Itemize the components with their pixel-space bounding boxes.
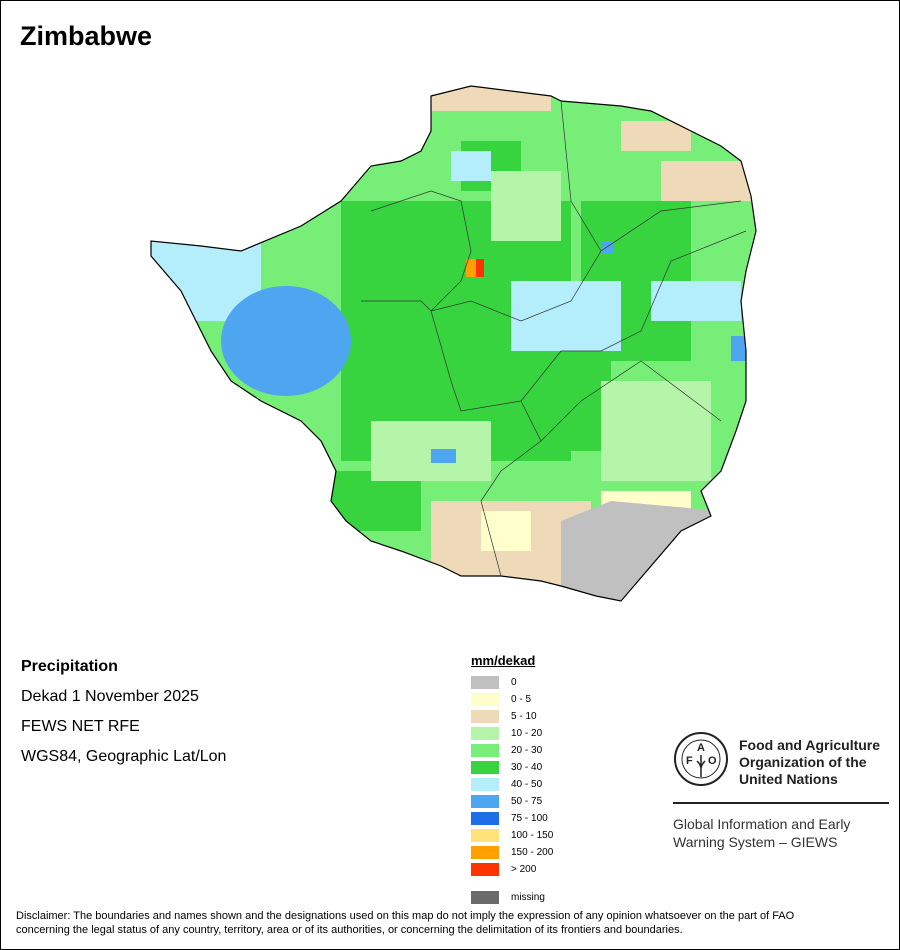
legend-label: 50 - 75 (511, 796, 543, 807)
disclaimer-line: concerning the legal status of any count… (16, 924, 683, 936)
legend-swatch (471, 778, 499, 791)
rainfall-raster (151, 86, 756, 601)
legend-label: 30 - 40 (511, 762, 543, 773)
fao-name-line: Organization of the (739, 754, 867, 770)
legend-item: 10 - 20 (471, 725, 553, 742)
legend-label: 0 (511, 677, 517, 688)
giews-line: Warning System – GIEWS (673, 834, 838, 850)
legend-item: 50 - 75 (471, 793, 553, 810)
legend-label: 150 - 200 (511, 847, 554, 858)
legend-swatch (471, 891, 499, 904)
legend-label: 40 - 50 (511, 779, 543, 790)
legend-item: 75 - 100 (471, 810, 553, 827)
legend-label: 20 - 30 (511, 745, 543, 756)
legend-item: 100 - 150 (471, 827, 553, 844)
legend-item: 40 - 50 (471, 776, 553, 793)
period-label: Dekad 1 November 2025 (21, 688, 199, 705)
legend-swatch (471, 693, 499, 706)
precipitation-map (150, 85, 757, 602)
source-label: FEWS NET RFE (21, 718, 140, 735)
svg-text:F: F (686, 755, 693, 767)
fao-name-line: United Nations (739, 771, 838, 787)
variable-label: Precipitation (21, 658, 118, 675)
legend-swatch (471, 727, 499, 740)
legend-label: 0 - 5 (511, 694, 532, 705)
giews-name: Global Information and Early Warning Sys… (673, 815, 850, 851)
legend-label: 75 - 100 (511, 813, 548, 824)
legend-item: 150 - 200 (471, 844, 553, 861)
giews-line: Global Information and Early (673, 816, 851, 832)
legend-item: 30 - 40 (471, 759, 553, 776)
fao-emblem-icon: F A O (674, 732, 728, 786)
legend-swatch (471, 846, 499, 859)
projection-label: WGS84, Geographic Lat/Lon (21, 748, 227, 765)
legend-label: 5 - 10 (511, 711, 537, 722)
legend-item: 0 - 5 (471, 691, 553, 708)
disclaimer-line: Disclaimer: The boundaries and names sho… (16, 910, 795, 922)
svg-text:O: O (708, 755, 717, 767)
province-boundaries (361, 100, 747, 577)
disclaimer: Disclaimer: The boundaries and names sho… (16, 909, 896, 937)
legend-swatch (471, 710, 499, 723)
legend-swatch (471, 812, 499, 825)
legend-swatch (471, 744, 499, 757)
map-title: Zimbabwe (20, 21, 153, 51)
logo-divider (673, 802, 889, 804)
fao-name: Food and Agriculture Organization of the… (739, 737, 880, 788)
legend-swatch (471, 795, 499, 808)
legend-item: 5 - 10 (471, 708, 553, 725)
fao-name-line: Food and Agriculture (739, 737, 881, 753)
legend-swatch (471, 829, 499, 842)
legend-title: mm/dekad (471, 653, 536, 668)
legend-label: 10 - 20 (511, 728, 543, 739)
legend-swatch (471, 761, 499, 774)
svg-text:A: A (697, 742, 705, 754)
legend-label: > 200 (511, 864, 537, 875)
legend-item: 20 - 30 (471, 742, 553, 759)
legend-swatch (471, 863, 499, 876)
legend-item: > 200 (471, 861, 553, 878)
legend-item: 0 (471, 674, 553, 691)
legend-label: missing (511, 892, 545, 903)
legend-item-missing: missing (471, 889, 553, 906)
legend: mm/dekad 0 0 - 5 5 - 10 10 - 20 20 - 30 30 - … (471, 653, 553, 906)
legend-swatch (471, 676, 499, 689)
legend-label: 100 - 150 (511, 830, 554, 841)
